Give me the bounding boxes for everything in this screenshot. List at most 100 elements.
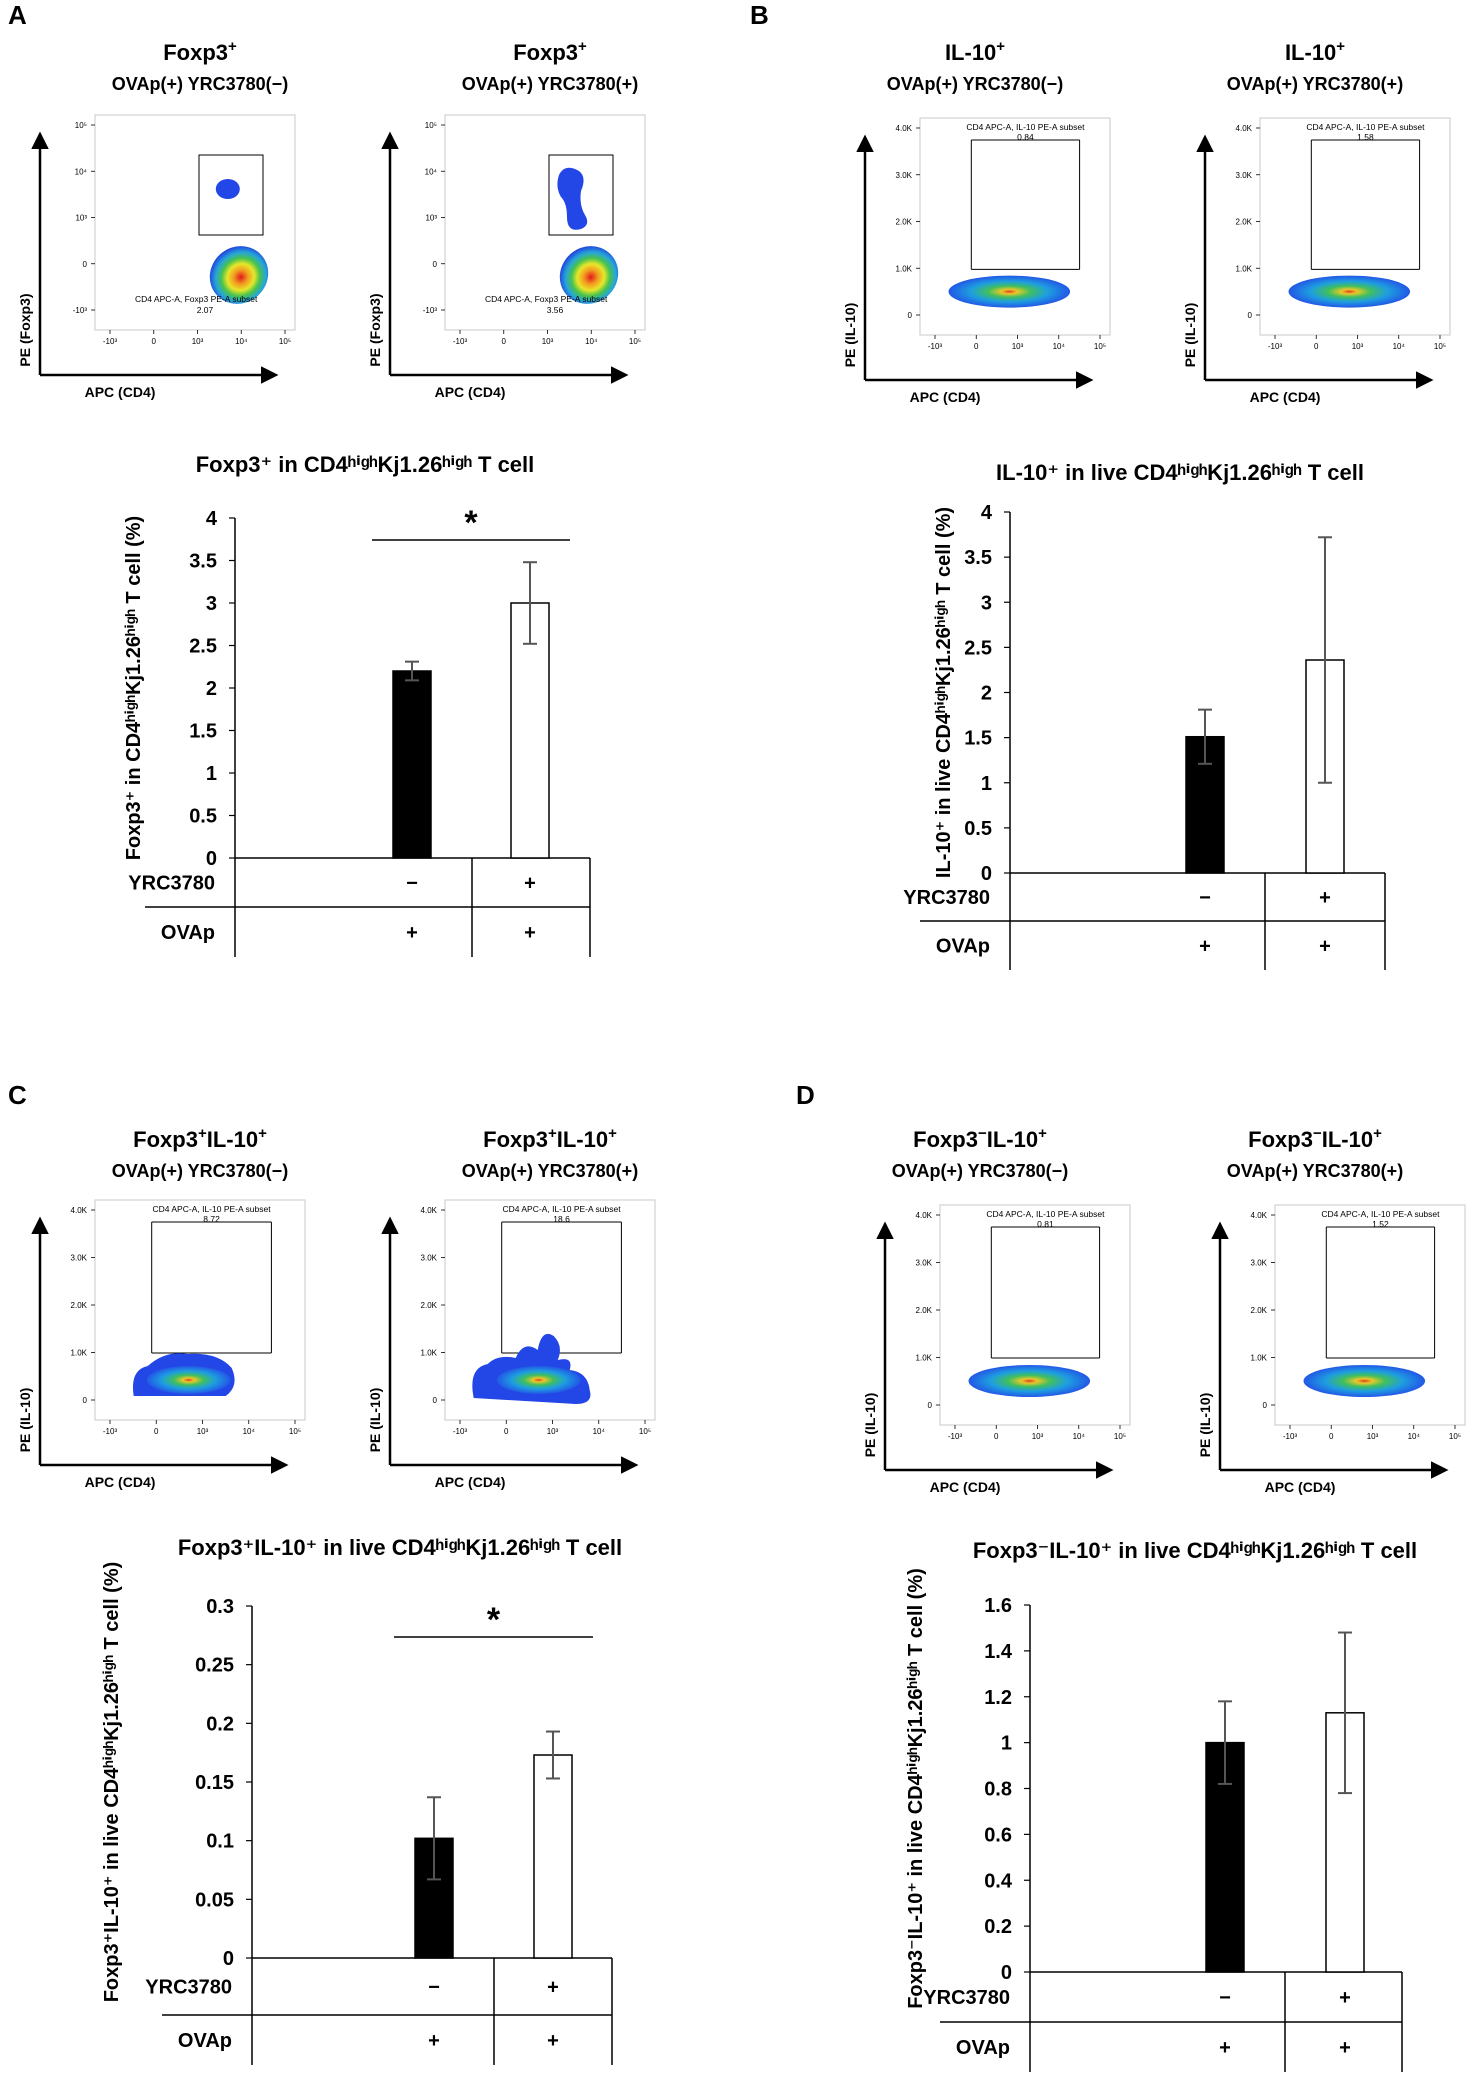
flow-y-tick: 2.0K (916, 1306, 933, 1315)
flow-x-tick: 10⁴ (1053, 342, 1066, 351)
flow-y-tick: 0 (83, 1396, 88, 1405)
flow-y-tick: 0 (908, 311, 913, 320)
flow-title-sup2: + (1373, 1125, 1382, 1142)
flow-title-main: IL-10 (1285, 40, 1336, 65)
flow-x-tick: 0 (154, 1427, 159, 1436)
flow-y-tick: 2.0K (896, 218, 913, 227)
flow-subtitle: OVAp(+) YRC3780(+) (1227, 74, 1403, 94)
flow-plot-a2: Foxp3+ OVAp(+) YRC3780(+) 10⁵ 10⁴ 10³ 0 -10³ -1… (367, 38, 646, 400)
flow-title: Foxp3+IL-10+ (133, 1125, 267, 1152)
flow-plot-c1: Foxp3+IL-10+OVAp(+) YRC3780(−)4.0K3.0K2.… (17, 1125, 306, 1490)
y-tick-label: 3 (206, 593, 217, 615)
flow-y-tick: 0 (83, 260, 88, 269)
flow-subtitle: OVAp(+) YRC3780(−) (892, 1161, 1068, 1181)
flow-y-tick: 0 (433, 260, 438, 269)
flow-y-tick: 10⁴ (75, 167, 88, 176)
flow-gate (548, 154, 614, 236)
flow-title-sup: + (228, 38, 237, 55)
y-tick-label: 3.5 (964, 547, 992, 569)
flow-title-rest: IL-10 (1322, 1127, 1373, 1152)
flow-x-axis-label: APC (CD4) (435, 384, 506, 400)
flow-gate-value: 3.56 (547, 305, 564, 315)
flow-x-tick: 10⁴ (593, 1427, 606, 1436)
table-row-label-1: YRC3780 (128, 873, 215, 895)
table-mark: + (524, 873, 536, 895)
flow-title-rest: IL-10 (557, 1127, 608, 1152)
flow-title: Foxp3+ (513, 38, 587, 65)
flow-frame (1259, 117, 1451, 336)
bar-charts: Foxp3⁺ in CD4ʰⁱᵍʰKj1.26ʰⁱᵍʰ T cell 0 0.5 1 1… (101, 452, 1417, 2072)
flow-x-tick: 0 (504, 1427, 509, 1436)
y-tick-label: 1.4 (984, 1641, 1013, 1663)
table-mark: − (428, 1977, 440, 1999)
y-tick-label: 0.3 (206, 1596, 234, 1618)
y-tick-label: 0.2 (206, 1713, 234, 1735)
flow-x-tick: 10⁵ (1449, 1432, 1461, 1441)
flow-x-tick: 10⁵ (629, 337, 641, 346)
flow-plot-a1: Foxp3+ OVAp(+) YRC3780(−) 10⁵ 10⁴ 10³ 0 -10³ -1… (17, 38, 296, 400)
flow-y-tick: 3.0K (421, 1254, 438, 1263)
flow-x-tick: 10⁴ (1393, 342, 1406, 351)
flow-x-tick: -10³ (948, 1432, 963, 1441)
flow-population-main (209, 246, 269, 304)
y-tick-label: 1 (206, 763, 217, 785)
flow-gate-name: CD4 APC-A, IL-10 PE-A subset (966, 122, 1085, 132)
flow-y-tick: 3.0K (1251, 1259, 1268, 1268)
table-row-label-1: YRC3780 (145, 1977, 232, 1999)
y-tick-label: 2.5 (964, 637, 992, 659)
flow-y-axis-label: PE (IL-10) (842, 303, 858, 368)
flow-x-axis-label: APC (CD4) (930, 1479, 1001, 1495)
flow-y-tick: 4.0K (916, 1211, 933, 1220)
flow-y-tick: 3.0K (916, 1259, 933, 1268)
y-tick-label: 1 (981, 773, 992, 795)
y-tick-label: 2.5 (189, 636, 217, 658)
flow-y-tick: 10³ (75, 214, 87, 223)
panel-letter-d: D (796, 1080, 815, 1110)
flow-title: IL-10+ (945, 38, 1005, 65)
y-tick-label: 0 (223, 1948, 234, 1970)
flow-x-tick: -10³ (453, 337, 468, 346)
panel-letter-c: C (8, 1080, 27, 1110)
y-tick-label: 1.6 (984, 1595, 1012, 1617)
flow-plots: Foxp3+OVAp(+) YRC3780(−)10⁵10⁴10³0-10³-1… (17, 38, 1466, 1495)
flow-plot-b1: IL-10+ OVAp(+) YRC3780(−) 4.0K 3.0K 2.0K 1.0K… (842, 38, 1111, 405)
table-row-label-2: OVAp (936, 936, 990, 958)
y-tick-label: 0.4 (984, 1870, 1013, 1892)
flow-title: Foxp3+ (163, 38, 237, 65)
flow-y-tick: 1.0K (71, 1349, 88, 1358)
table-mark: + (1219, 2037, 1231, 2059)
significance-star: * (464, 504, 478, 542)
y-tick-label: 0.25 (195, 1655, 234, 1677)
y-axis-label: Foxp3⁺ in CD4ʰⁱᵍʰKj1.26ʰⁱᵍʰ T cell (%) (123, 516, 145, 860)
flow-y-tick: 3.0K (71, 1254, 88, 1263)
flow-x-tick: 0 (1329, 1432, 1334, 1441)
flow-population-main (559, 246, 619, 304)
flow-gate-name: CD4 APC-A, IL-10 PE-A subset (1321, 1209, 1440, 1219)
y-tick-label: 0.8 (984, 1779, 1012, 1801)
y-tick-label: 0.1 (206, 1831, 234, 1853)
flow-x-tick: 0 (502, 337, 507, 346)
significance-star: * (487, 1601, 501, 1639)
flow-x-tick: 10⁴ (243, 1427, 256, 1436)
flow-gate-value: 8.72 (203, 1214, 220, 1224)
flow-y-tick: 1.0K (916, 1354, 933, 1363)
flow-x-tick: 0 (1314, 342, 1319, 351)
table-mark: − (1219, 1987, 1231, 2009)
flow-population-gated (215, 179, 240, 199)
y-tick-label: 4 (206, 508, 218, 530)
flow-x-tick: 10³ (192, 337, 204, 346)
flow-gate-value: 2.07 (197, 305, 214, 315)
flow-frame (939, 1204, 1131, 1426)
flow-title-sup2: + (608, 1125, 617, 1142)
flow-x-axis-label: APC (CD4) (85, 1474, 156, 1490)
y-axis-label: Foxp3⁻IL-10⁺ in live CD4ʰⁱᵍʰKj1.26ʰⁱᵍʰ T… (905, 1568, 927, 2009)
flow-x-tick: 10³ (1367, 1432, 1379, 1441)
flow-x-tick: 10³ (547, 1427, 559, 1436)
y-tick-label: 0 (981, 863, 992, 885)
y-tick-label: 1.5 (964, 728, 992, 750)
flow-title-main: Foxp3 (163, 40, 228, 65)
table-mark: − (1199, 887, 1211, 909)
flow-y-tick: 4.0K (421, 1206, 438, 1215)
flow-x-tick: -10³ (453, 1427, 468, 1436)
